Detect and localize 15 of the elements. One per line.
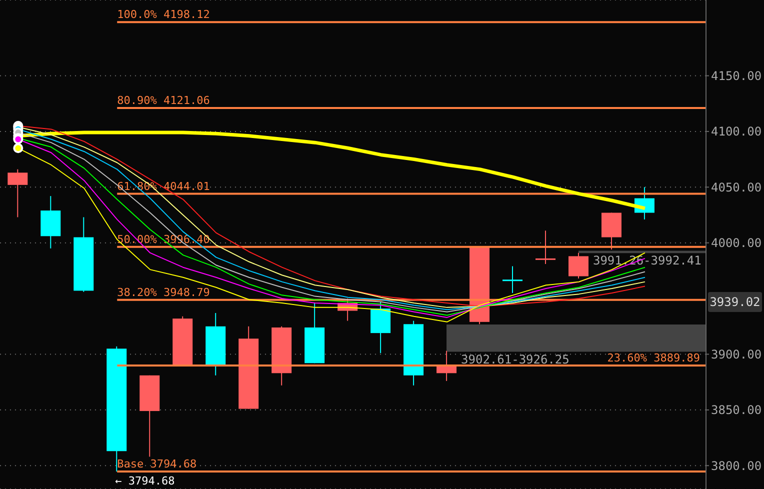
y-tick-label: 4050.00: [711, 180, 762, 194]
y-tick-label: 4000.00: [711, 236, 762, 250]
y-tick-label: 4100.00: [711, 124, 762, 139]
band-label: 3902.61-3926.25: [461, 352, 570, 366]
ref-line-label: Base 3794.68: [117, 458, 197, 471]
ref-line-label: 23.60% 3889.89: [607, 351, 700, 364]
annotation: ← 3794.68: [115, 474, 175, 488]
y-tick-label: 3800.00: [711, 458, 762, 473]
ref-line-label: 80.90% 4121.06: [117, 94, 210, 107]
y-tick-label: 3850.00: [711, 403, 762, 418]
text: 3939.02: [708, 292, 762, 312]
ref-line-label: 38.20% 3948.79: [117, 286, 210, 299]
ref-line-label: 100.0% 4198.12: [117, 8, 210, 22]
y-tick-label: 3900.00: [711, 347, 762, 362]
y-tick-label: 4150.00: [711, 69, 762, 84]
